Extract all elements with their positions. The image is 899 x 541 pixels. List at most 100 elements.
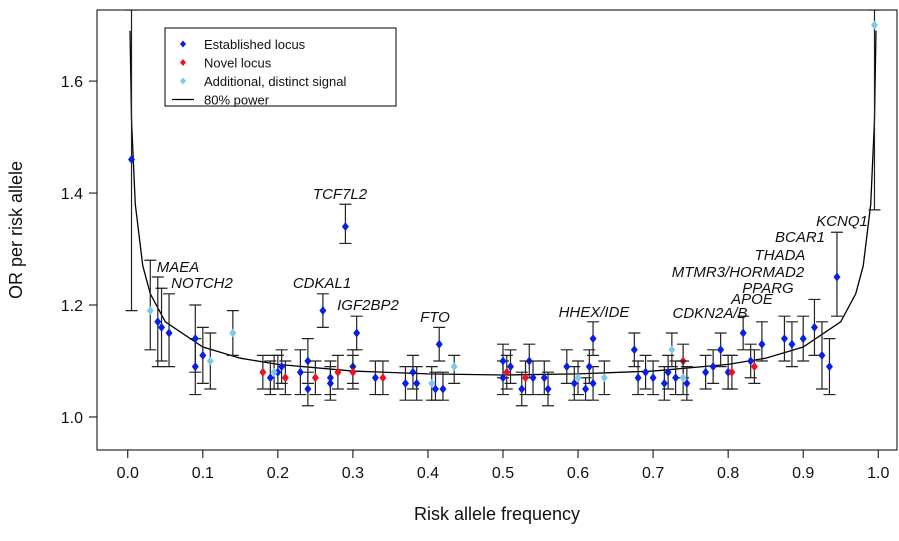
y-tick-label: 1.6 [61, 74, 83, 91]
point [191, 362, 199, 372]
point [278, 362, 286, 372]
plot-frame [96, 9, 898, 451]
point [758, 339, 766, 349]
point [585, 362, 593, 372]
point [518, 384, 526, 394]
gene-label: THADA [755, 247, 806, 264]
point [154, 317, 162, 327]
point [780, 334, 788, 344]
y-tick-label: 1.2 [61, 298, 83, 315]
point [274, 367, 282, 377]
gene-label: IGF2BP2 [337, 297, 399, 314]
x-tick-label: 1.0 [867, 465, 889, 482]
point [326, 378, 334, 388]
point [600, 373, 608, 383]
point [311, 373, 319, 383]
gene-label: APOE [730, 291, 774, 308]
x-tick-label: 0.2 [267, 465, 289, 482]
x-tick-label: 0.7 [642, 465, 664, 482]
point [409, 367, 417, 377]
x-tick-label: 0.6 [567, 465, 589, 482]
point [750, 362, 758, 372]
point [371, 373, 379, 383]
point [683, 378, 691, 388]
point [870, 20, 878, 30]
point [296, 367, 304, 377]
point [499, 373, 507, 383]
gene-label: PPARG [742, 280, 794, 297]
point [563, 362, 571, 372]
y-axis-label: OR per risk allele [6, 161, 26, 299]
point [341, 222, 349, 232]
point [728, 367, 736, 377]
point [825, 362, 833, 372]
x-axis-label: Risk allele frequency [414, 504, 580, 524]
point [199, 350, 207, 360]
point [570, 378, 578, 388]
legend-marker [180, 40, 186, 48]
legend-label: Novel locus [204, 56, 272, 71]
point [431, 384, 439, 394]
point [304, 356, 312, 366]
y-tick-label: 1.0 [61, 410, 83, 427]
gene-label: CDKAL1 [293, 275, 351, 292]
gene-label: TCF7L2 [313, 186, 368, 203]
point [304, 384, 312, 394]
point [206, 356, 214, 366]
x-tick-label: 0.9 [792, 465, 814, 482]
point [660, 378, 668, 388]
gene-label: MTMR3/HORMAD2 [672, 264, 805, 281]
x-tick-label: 0.3 [342, 465, 364, 482]
point [191, 334, 199, 344]
x-tick-label: 0.5 [492, 465, 514, 482]
point [413, 378, 421, 388]
point [544, 384, 552, 394]
point [281, 373, 289, 383]
point [672, 373, 680, 383]
gene-label: CDKN2A/B [672, 305, 747, 322]
point [507, 362, 515, 372]
point [529, 373, 537, 383]
point [158, 322, 166, 332]
gene-label: FTO [420, 309, 450, 326]
point [326, 373, 334, 383]
x-tick-label: 0.0 [117, 465, 139, 482]
point [664, 367, 672, 377]
point [334, 367, 342, 377]
point [522, 373, 530, 383]
gene-label: MAEA [157, 259, 200, 276]
point [788, 339, 796, 349]
point [810, 322, 818, 332]
point [668, 345, 676, 355]
x-tick-label: 0.8 [717, 465, 739, 482]
point [146, 306, 154, 316]
point [319, 306, 327, 316]
point [270, 367, 278, 377]
point [503, 367, 511, 377]
point [353, 328, 361, 338]
point [630, 345, 638, 355]
legend-label: Additional, distinct signal [204, 74, 346, 89]
point [499, 356, 507, 366]
point [702, 367, 710, 377]
x-tick-label: 0.1 [192, 465, 214, 482]
point [266, 373, 274, 383]
error-bar [868, 10, 881, 211]
gene-label: HHEX/IDE [559, 304, 631, 321]
point [642, 367, 650, 377]
point [649, 373, 657, 383]
gene-label: KCNQ1 [816, 213, 868, 230]
point [259, 367, 267, 377]
y-tick-label: 1.4 [61, 186, 83, 203]
point [439, 384, 447, 394]
point [679, 373, 687, 383]
point [709, 362, 717, 372]
point [747, 356, 755, 366]
point [349, 367, 357, 377]
legend-label: Established locus [204, 37, 306, 52]
point [634, 373, 642, 383]
point [739, 328, 747, 338]
point [724, 367, 732, 377]
point [401, 378, 409, 388]
